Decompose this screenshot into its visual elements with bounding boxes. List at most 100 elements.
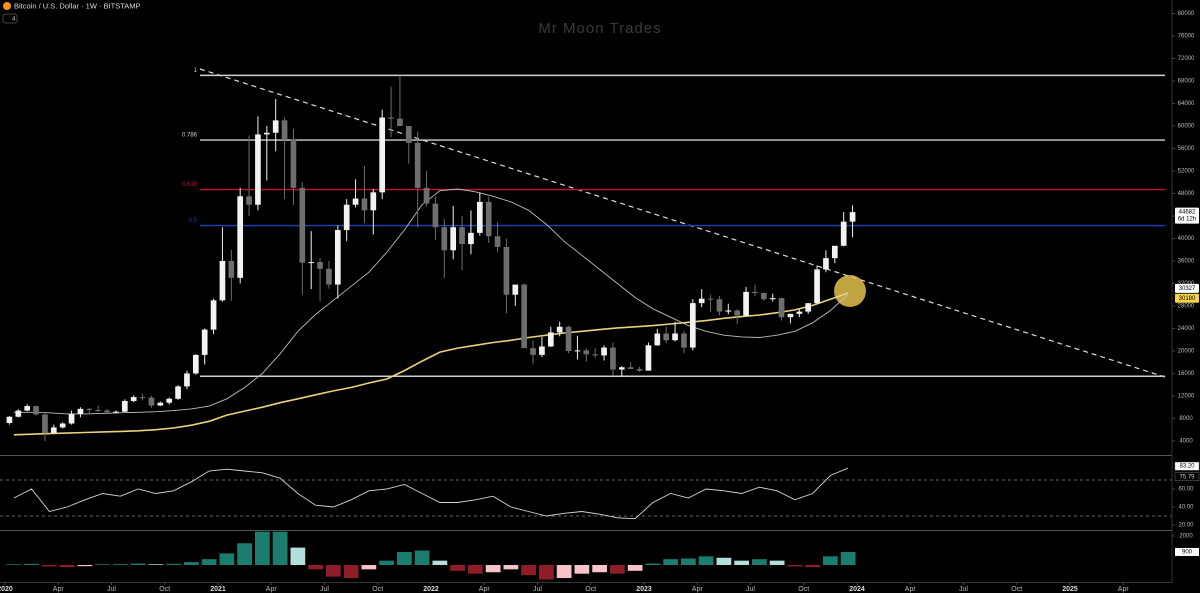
candle-body	[308, 262, 315, 264]
candle-body	[645, 345, 652, 371]
candle-body	[805, 303, 812, 312]
macd-bar	[645, 563, 661, 566]
symbol-title: Bitcoin / U.S. Dollar · 1W · BITSTAMP	[14, 1, 141, 10]
candle-body	[840, 221, 847, 246]
candle-body	[157, 402, 164, 406]
rsi-line	[13, 467, 849, 520]
candle-body	[166, 398, 173, 403]
candle-body	[831, 245, 838, 259]
candle-body	[760, 293, 767, 300]
macd-bar	[432, 560, 448, 566]
candle-body	[823, 258, 829, 270]
macd-bar	[95, 564, 110, 566]
macd-bar	[716, 557, 732, 566]
candle-body	[210, 300, 217, 330]
macd-bar	[237, 543, 252, 566]
candle-body	[849, 212, 856, 222]
candle-body	[512, 284, 519, 295]
candle-body	[290, 138, 297, 188]
candle-body	[130, 397, 137, 402]
rsi-value-box	[1174, 461, 1200, 471]
candle-body	[95, 410, 102, 412]
macd-bar	[255, 531, 270, 566]
macd-bar	[113, 564, 128, 566]
candle-body	[343, 204, 350, 231]
x-tick-label: Apr	[905, 586, 917, 593]
candle-body	[663, 333, 670, 341]
candle-body	[432, 203, 439, 228]
macd-bar	[361, 565, 377, 570]
macd-tick-label: 2000	[1179, 534, 1193, 540]
candle-body	[42, 414, 48, 434]
macd-bar	[148, 564, 164, 566]
y-tick-label: 20000	[1178, 349, 1195, 355]
candle-body	[574, 350, 581, 352]
candle-body	[24, 406, 31, 411]
x-tick-label: Apr	[692, 586, 704, 593]
macd-bar	[539, 565, 554, 580]
indicator-toggle[interactable]	[2, 13, 18, 24]
candle-body	[672, 333, 678, 341]
moving-average	[13, 292, 849, 436]
macd-bar	[787, 565, 803, 567]
macd-bar	[521, 565, 536, 576]
x-tick-label: 2021	[210, 586, 226, 593]
moving-average	[13, 188, 849, 415]
price-label: 44682	[1179, 210, 1196, 216]
candle-body	[184, 373, 190, 387]
macd-bar	[592, 565, 607, 573]
indicator-count[interactable]: 4	[12, 17, 16, 23]
x-tick-label: 2024	[849, 586, 865, 593]
macd-value-box	[1175, 547, 1199, 556]
y-tick-label: 4000	[1179, 439, 1193, 445]
macd-bar	[752, 559, 767, 566]
price-label-box	[1175, 207, 1199, 224]
y-tick-label: 40000	[1178, 236, 1195, 242]
candle-body	[654, 333, 661, 346]
macd-bar	[77, 565, 93, 567]
watermark: Mr Moon Trades	[538, 20, 661, 37]
candle-body	[255, 134, 261, 205]
candle-body	[601, 347, 607, 356]
candle-body	[405, 125, 412, 143]
macd-bar	[343, 565, 359, 579]
fib-label: 0.5	[189, 218, 198, 224]
x-tick-label: Jul	[533, 586, 542, 593]
candle-body	[334, 230, 341, 285]
trendline	[199, 68, 1166, 378]
candle-body	[326, 268, 332, 285]
candle-body	[397, 118, 403, 126]
macd-bar	[24, 563, 39, 566]
fib-label: 1	[194, 68, 198, 74]
macd-bar	[503, 565, 519, 570]
macd-bar	[485, 565, 501, 573]
macd-bar	[414, 550, 430, 566]
candle-body	[698, 298, 705, 304]
x-tick-label: Oct	[372, 586, 383, 593]
y-tick-label: 76000	[1178, 34, 1195, 40]
y-tick-label: 72000	[1178, 56, 1195, 62]
candle-body	[725, 310, 732, 312]
price-label-box	[1175, 293, 1199, 303]
candle-body	[219, 260, 226, 301]
candle-body	[148, 397, 155, 406]
y-tick-label: 56000	[1178, 146, 1195, 152]
candle-body	[237, 196, 244, 278]
macd-bar	[698, 556, 714, 566]
candle-body	[246, 196, 252, 205]
candle-body	[707, 298, 714, 300]
candle-body	[556, 326, 563, 333]
y-tick-label: 36000	[1178, 259, 1195, 265]
y-tick-label: 24000	[1178, 326, 1195, 332]
x-tick-label: 2020	[0, 586, 13, 593]
x-tick-label: Apr	[479, 586, 491, 593]
candle-body	[450, 227, 457, 251]
candle-body	[592, 354, 599, 356]
macd-bar	[574, 565, 590, 574]
rsi-tick-label: 20.00	[1178, 523, 1194, 529]
candle-body	[689, 303, 696, 348]
x-tick-label: 2023	[636, 586, 652, 593]
macd-bar	[130, 563, 146, 566]
macd-bar	[468, 565, 483, 574]
